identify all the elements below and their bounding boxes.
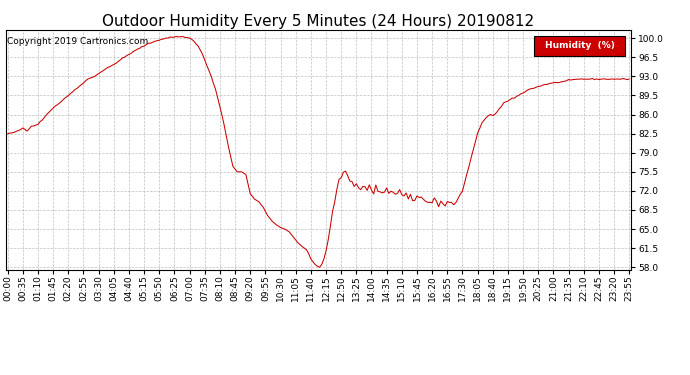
FancyBboxPatch shape — [534, 36, 625, 56]
Title: Outdoor Humidity Every 5 Minutes (24 Hours) 20190812: Outdoor Humidity Every 5 Minutes (24 Hou… — [102, 14, 535, 29]
Text: Copyright 2019 Cartronics.com: Copyright 2019 Cartronics.com — [7, 37, 148, 46]
Text: Humidity  (%): Humidity (%) — [545, 41, 615, 50]
